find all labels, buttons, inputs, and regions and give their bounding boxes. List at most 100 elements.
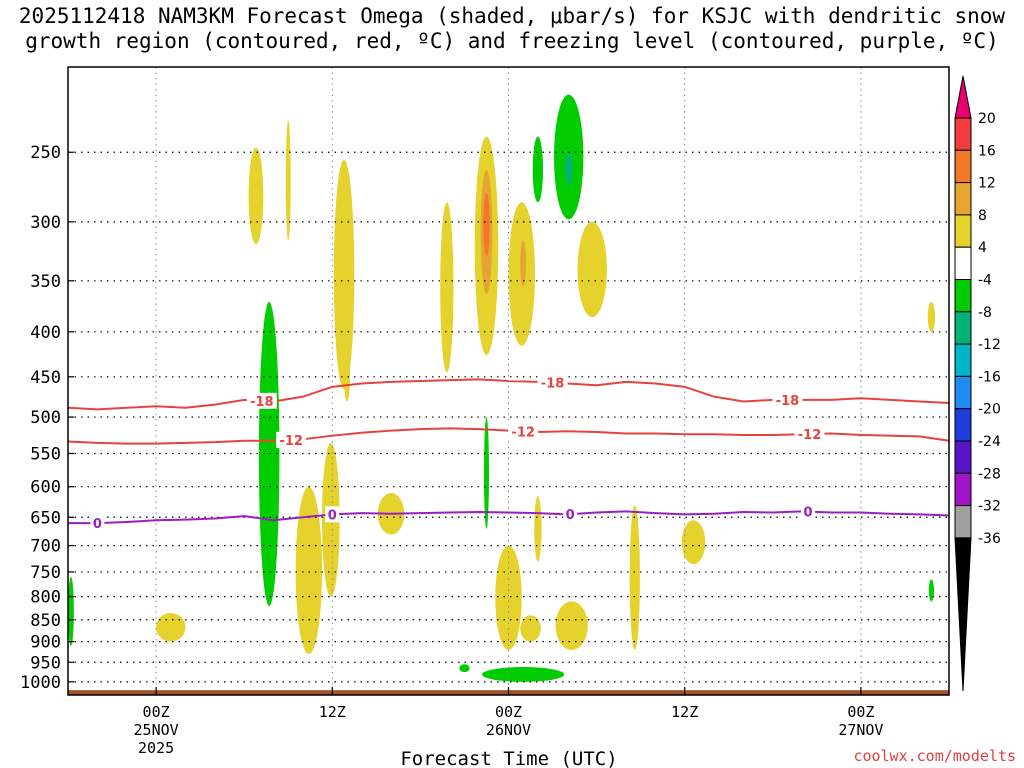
- watermark: coolwx.com/modelts: [853, 747, 1016, 765]
- omega-region: [928, 579, 935, 602]
- omega-region: [344, 348, 350, 402]
- y-tick-label: 300: [30, 213, 61, 233]
- colorbar-bottom-triangle: [954, 537, 972, 692]
- contour-label: -18: [250, 395, 274, 410]
- colorbar-label: 8: [978, 208, 987, 224]
- omega-region: [295, 486, 323, 655]
- chart-title-line-1: 2025112418 NAM3KM Forecast Omega (shaded…: [18, 4, 1006, 28]
- y-tick-label: 800: [30, 588, 61, 608]
- contour-label: 0: [328, 508, 337, 523]
- colorbar-box: [954, 505, 972, 539]
- contour-label-bg: [90, 515, 105, 532]
- contour-label-bg: [537, 374, 568, 391]
- y-tick-label: 900: [30, 633, 61, 653]
- colorbar-box: [954, 117, 972, 151]
- colorbar-box: [954, 246, 972, 280]
- contour-label: -12: [511, 425, 535, 440]
- x-tick-label: 27NOV: [838, 721, 883, 739]
- contour-label-bg: [508, 423, 539, 440]
- omega-region: [565, 152, 573, 185]
- omega-region: [927, 302, 936, 332]
- colorbar-box: [954, 375, 972, 410]
- omega-region: [333, 159, 355, 390]
- colorbar-box: [954, 408, 972, 442]
- colorbar-box: [954, 182, 972, 216]
- contour-label-bg: [794, 426, 825, 443]
- contour-label: -18: [541, 377, 565, 392]
- contour-label-bg: [246, 392, 277, 409]
- contour-label-bg: [563, 506, 578, 523]
- omega-region: [555, 601, 588, 651]
- y-tick-label: 550: [30, 444, 61, 464]
- chart-title-line-2: growth region (contoured, red, ºC) and f…: [25, 29, 999, 53]
- omega-region: [629, 505, 640, 651]
- y-tick-label: 450: [30, 368, 61, 388]
- omega-region: [495, 545, 522, 651]
- omega-region: [482, 667, 565, 682]
- contour-label-bg: [772, 391, 803, 408]
- contour-label-bg: [801, 503, 816, 520]
- colorbar-label: -28: [978, 466, 1001, 482]
- colorbar-label: -24: [978, 434, 1001, 450]
- omega-region: [483, 417, 489, 529]
- colorbar-label: -8: [978, 305, 992, 321]
- omega-region: [520, 240, 527, 287]
- colorbar-label: -4: [978, 273, 992, 289]
- y-tick-label: 650: [30, 508, 61, 528]
- y-axis: 2503003504004505005506006507007508008509…: [20, 143, 74, 693]
- colorbar-label: 16: [978, 143, 996, 159]
- x-tick-label: 00Z: [847, 703, 874, 721]
- y-tick-label: 700: [30, 537, 61, 557]
- contour-label: 0: [93, 517, 102, 532]
- contour-line-dgz-minus18: [67, 378, 950, 411]
- omega-region: [681, 520, 706, 565]
- omega-region: [248, 147, 264, 245]
- omega-region: [532, 136, 544, 203]
- colorbar-label: -12: [978, 337, 1001, 353]
- omega-region: [520, 615, 541, 642]
- colorbar-box: [954, 343, 972, 377]
- y-tick-label: 350: [30, 272, 61, 292]
- x-tick-label: 2025: [138, 739, 174, 757]
- colorbar-box: [954, 311, 972, 345]
- colorbar-box: [954, 472, 972, 507]
- chart-title: 2025112418 NAM3KM Forecast Omega (shaded…: [0, 4, 1024, 54]
- omega-region: [156, 612, 186, 642]
- omega-region: [459, 664, 470, 673]
- contour-label: 0: [804, 506, 813, 521]
- x-tick-label: 12Z: [671, 703, 698, 721]
- colorbar-label: 20: [978, 111, 996, 127]
- colorbar-label: 12: [978, 176, 996, 192]
- colorbar-box: [954, 440, 972, 474]
- x-tick-label: 00Z: [495, 703, 522, 721]
- y-tick-label: 950: [30, 653, 61, 673]
- colorbar-label: -32: [978, 499, 1001, 515]
- y-tick-label: 1000: [20, 673, 61, 693]
- omega-region: [285, 120, 291, 241]
- x-tick-label: 26NOV: [486, 721, 531, 739]
- colorbar-label: -36: [978, 531, 1001, 547]
- omega-region: [577, 221, 607, 318]
- x-axis-title: Forecast Time (UTC): [400, 748, 617, 768]
- y-tick-label: 250: [30, 143, 61, 163]
- contour-label-bg: [325, 506, 340, 523]
- x-tick-label: 25NOV: [134, 721, 179, 739]
- colorbar-label: -16: [978, 369, 1001, 385]
- contour-label: -18: [776, 394, 800, 409]
- y-tick-label: 500: [30, 408, 61, 428]
- colorbar-box: [954, 214, 972, 248]
- colorbar-top-triangle: [954, 75, 972, 119]
- omega-region: [534, 496, 542, 562]
- colorbar-label: -20: [978, 402, 1001, 418]
- y-tick-label: 400: [30, 323, 61, 343]
- omega-region: [440, 202, 454, 373]
- contour-label: -12: [279, 434, 303, 449]
- y-tick-label: 850: [30, 611, 61, 631]
- y-tick-label: 600: [30, 478, 61, 498]
- omega-region: [68, 577, 74, 646]
- x-tick-label: 12Z: [319, 703, 346, 721]
- contour-label-bg: [276, 431, 307, 448]
- contour-layer: -18 -18 -18 -12 -12 -12 0 0 0 0: [67, 374, 950, 532]
